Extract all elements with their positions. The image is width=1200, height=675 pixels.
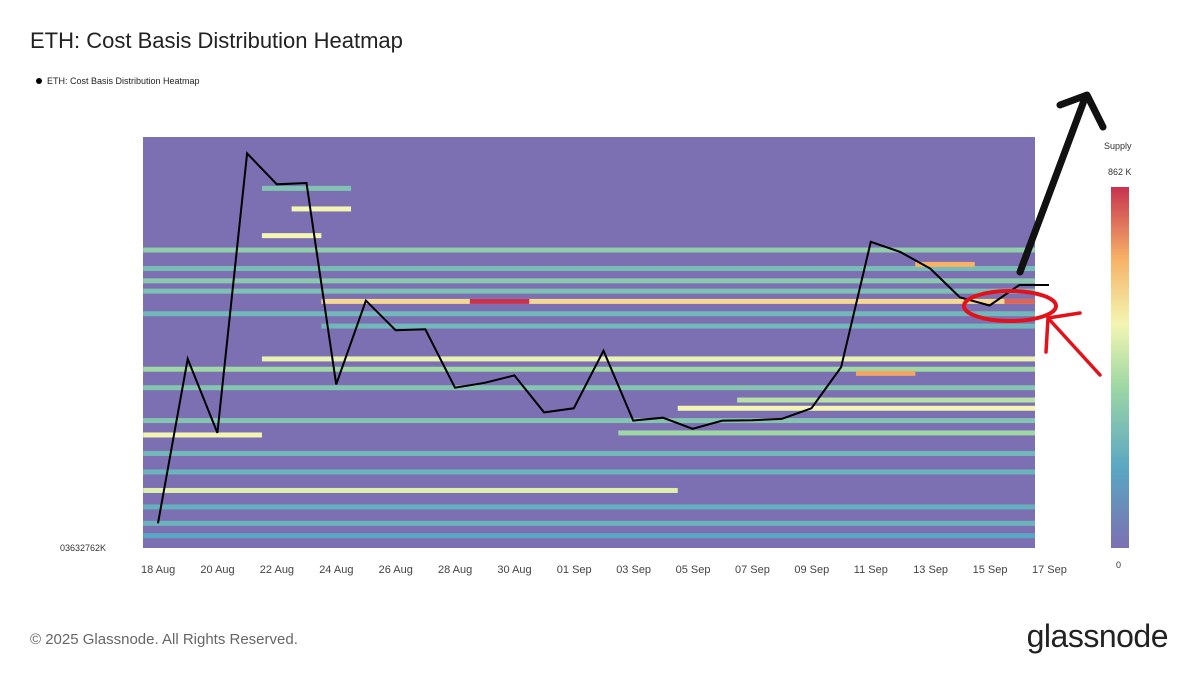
heat-band [469, 298, 530, 304]
annotation-red-circle [962, 289, 1058, 323]
heat-band [143, 487, 678, 493]
heat-band [143, 432, 262, 438]
copyright-text: © 2025 Glassnode. All Rights Reserved. [30, 631, 298, 648]
x-tick-label: 28 Aug [438, 564, 472, 576]
heat-band [321, 323, 1035, 329]
x-tick-label: 03 Sep [616, 564, 651, 576]
heat-band [915, 261, 975, 267]
x-tick-label: 26 Aug [379, 564, 413, 576]
heat-band [143, 385, 1035, 391]
heat-bands-group [143, 185, 1035, 539]
x-tick-label: 07 Sep [735, 564, 770, 576]
x-tick-label: 11 Sep [854, 564, 888, 576]
heat-band [291, 206, 352, 212]
heat-band [143, 311, 1035, 317]
heat-band [1004, 298, 1035, 304]
heat-band [855, 370, 916, 376]
heat-band [261, 356, 1035, 362]
legend-label: ETH: Cost Basis Distribution Heatmap [47, 76, 200, 86]
heat-band [677, 405, 1035, 411]
heat-band [321, 298, 1035, 304]
heat-band [143, 418, 1035, 424]
x-tick-label: 30 Aug [497, 564, 531, 576]
heat-band [143, 247, 1035, 253]
heat-band [737, 397, 1035, 403]
heat-band [261, 233, 322, 239]
heat-band [143, 266, 1035, 272]
x-tick-label: 20 Aug [200, 564, 234, 576]
x-tick-label: 24 Aug [319, 564, 353, 576]
x-tick-label: 13 Sep [913, 564, 948, 576]
heat-band [143, 520, 1035, 526]
x-tick-label: 22 Aug [260, 564, 294, 576]
x-tick-label: 01 Sep [557, 564, 592, 576]
colorbar [1111, 187, 1129, 548]
x-tick-label: 17 Sep [1032, 564, 1067, 576]
chart-legend[interactable]: ETH: Cost Basis Distribution Heatmap [36, 76, 200, 86]
price-line[interactable] [157, 151, 1049, 524]
legend-marker-icon [36, 78, 42, 84]
chart-title: ETH: Cost Basis Distribution Heatmap [30, 28, 403, 53]
heat-band [143, 469, 1035, 475]
x-tick-label: 18 Aug [141, 564, 175, 576]
plot-background [143, 137, 1035, 548]
heat-band [143, 533, 1035, 539]
x-axis-ticks: 18 Aug 20 Aug 22 Aug 24 Aug 26 Aug 28 Aug 30 A… [141, 564, 1067, 576]
x-tick-label: 09 Sep [794, 564, 829, 576]
colorbar-title: Supply [1104, 141, 1132, 151]
heat-band [143, 450, 1035, 456]
heat-band [143, 504, 1035, 510]
colorbar-max-label: 862 K [1108, 167, 1132, 177]
x-tick-label: 05 Sep [676, 564, 711, 576]
colorbar-min-label: 0 [1116, 560, 1121, 570]
x-tick-label: 15 Sep [973, 564, 1008, 576]
annotation-red-arrow-icon [1044, 311, 1102, 377]
heat-band [143, 288, 1035, 294]
annotation-black-arrow-icon [1016, 91, 1107, 276]
heat-band [143, 366, 1035, 372]
heat-band [618, 430, 1035, 436]
y-axis-label: 03632762K [60, 543, 106, 553]
heat-band [143, 278, 1035, 284]
glassnode-logo[interactable]: glassnode [1026, 618, 1169, 654]
